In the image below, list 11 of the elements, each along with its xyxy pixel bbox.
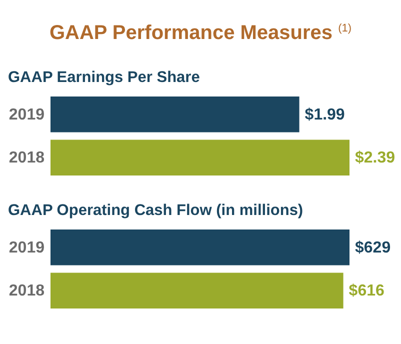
y-tick-label: 2019 bbox=[8, 106, 45, 124]
y-tick-label: 2019 bbox=[8, 239, 45, 256]
chart-title: GAAP Operating Cash Flow (in millions) bbox=[8, 202, 304, 219]
data-label: $1.99 bbox=[304, 106, 345, 124]
y-tick-label: 2018 bbox=[8, 150, 45, 167]
y-tick-label: 2018 bbox=[8, 282, 45, 300]
data-label: $629 bbox=[355, 239, 391, 256]
data-label: $616 bbox=[348, 282, 384, 300]
chart-title: GAAP Performance Measures $^{(1)}$ bbox=[48, 21, 353, 46]
data-label: $2.39 bbox=[355, 150, 396, 167]
chart-subtitle: GAAP Earnings Per Share bbox=[8, 69, 200, 86]
